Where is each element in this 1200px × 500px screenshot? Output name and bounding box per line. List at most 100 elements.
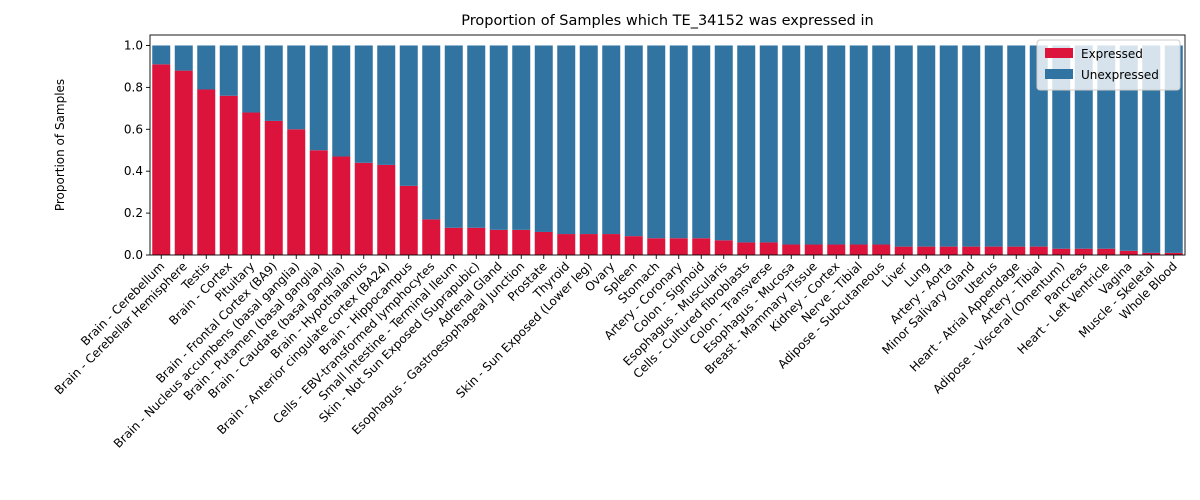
bar-unexpressed-22: [647, 45, 666, 239]
bar-expressed-10: [377, 164, 396, 255]
bar-unexpressed-12: [422, 45, 441, 220]
bar-expressed-8: [332, 156, 351, 255]
bar-unexpressed-21: [624, 45, 643, 237]
bar-expressed-9: [354, 162, 373, 255]
bar-expressed-44: [1142, 252, 1161, 255]
bar-unexpressed-40: [1052, 45, 1071, 249]
bar-expressed-11: [399, 185, 418, 255]
bar-unexpressed-35: [939, 45, 958, 247]
chart-title: Proportion of Samples which TE_34152 was…: [461, 13, 873, 29]
bar-expressed-14: [467, 227, 486, 255]
bar-expressed-22: [647, 238, 666, 255]
bar-expressed-45: [1164, 252, 1183, 255]
bar-expressed-3: [219, 95, 238, 255]
axes-group: [149, 34, 1186, 256]
bar-expressed-43: [1119, 250, 1138, 255]
bar-expressed-0: [152, 64, 171, 255]
bar-expressed-23: [669, 238, 688, 255]
legend-swatch-unexpressed: [1045, 69, 1073, 79]
bar-expressed-37: [984, 246, 1003, 255]
bar-expressed-30: [827, 244, 846, 255]
bar-unexpressed-7: [309, 45, 328, 151]
bar-unexpressed-24: [692, 45, 711, 239]
bar-expressed-6: [287, 129, 306, 255]
bar-unexpressed-17: [534, 45, 553, 232]
bar-expressed-15: [489, 229, 508, 255]
bar-expressed-31: [849, 244, 868, 255]
bar-expressed-26: [737, 242, 756, 255]
y-tick-label: 1.0: [124, 38, 143, 52]
bar-unexpressed-18: [557, 45, 576, 235]
legend: Expressed Unexpressed: [1036, 39, 1181, 91]
bar-unexpressed-1: [174, 45, 193, 71]
bar-unexpressed-9: [354, 45, 373, 163]
bar-expressed-39: [1029, 246, 1048, 255]
bars-group: [152, 45, 1183, 256]
legend-label-unexpressed: Unexpressed: [1081, 68, 1159, 82]
bar-unexpressed-28: [782, 45, 801, 245]
bar-unexpressed-10: [377, 45, 396, 165]
bar-unexpressed-2: [197, 45, 216, 90]
bar-expressed-27: [759, 242, 778, 255]
legend-label-expressed: Expressed: [1081, 47, 1143, 61]
bar-expressed-16: [512, 229, 531, 255]
bar-expressed-42: [1097, 248, 1116, 255]
bar-expressed-36: [962, 246, 981, 255]
bar-expressed-28: [782, 244, 801, 255]
bar-unexpressed-26: [737, 45, 756, 243]
bar-unexpressed-25: [714, 45, 733, 241]
bar-unexpressed-44: [1142, 45, 1161, 253]
bar-expressed-1: [174, 70, 193, 256]
bar-unexpressed-45: [1164, 45, 1183, 253]
bar-expressed-35: [939, 246, 958, 255]
bar-expressed-41: [1074, 248, 1093, 255]
bar-unexpressed-14: [467, 45, 486, 228]
bar-expressed-2: [197, 89, 216, 255]
bar-expressed-12: [422, 219, 441, 255]
bar-expressed-34: [917, 246, 936, 255]
bar-unexpressed-15: [489, 45, 508, 230]
bar-unexpressed-19: [579, 45, 598, 235]
bar-expressed-19: [579, 234, 598, 255]
bar-unexpressed-13: [444, 45, 463, 228]
bar-expressed-33: [894, 246, 913, 255]
bar-unexpressed-6: [287, 45, 306, 130]
plot-frame: [149, 34, 1186, 256]
y-tick-label: 0.4: [124, 164, 143, 178]
bar-unexpressed-42: [1097, 45, 1116, 249]
bar-unexpressed-29: [804, 45, 823, 245]
bar-expressed-40: [1052, 248, 1071, 255]
bar-unexpressed-37: [984, 45, 1003, 247]
bar-expressed-29: [804, 244, 823, 255]
bar-unexpressed-5: [264, 45, 283, 121]
y-axis-label: Proportion of Samples: [53, 79, 67, 211]
bar-unexpressed-27: [759, 45, 778, 243]
bar-expressed-38: [1007, 246, 1026, 255]
bar-expressed-24: [692, 238, 711, 255]
bar-unexpressed-3: [219, 45, 238, 96]
y-tick-label: 0.8: [124, 80, 143, 94]
bar-unexpressed-20: [602, 45, 621, 235]
bar-unexpressed-23: [669, 45, 688, 239]
bar-unexpressed-39: [1029, 45, 1048, 247]
y-tick-label: 0.6: [124, 122, 143, 136]
y-ticks-group: 0.0 0.2 0.4 0.6 0.8 1.0: [124, 38, 150, 262]
bar-expressed-7: [309, 150, 328, 255]
bar-unexpressed-43: [1119, 45, 1138, 251]
bar-expressed-21: [624, 236, 643, 255]
bar-unexpressed-11: [399, 45, 418, 186]
bar-unexpressed-30: [827, 45, 846, 245]
bar-expressed-4: [242, 112, 261, 256]
bar-unexpressed-4: [242, 45, 261, 113]
bar-unexpressed-36: [962, 45, 981, 247]
bar-expressed-18: [557, 234, 576, 255]
bar-unexpressed-34: [917, 45, 936, 247]
bar-expressed-25: [714, 240, 733, 255]
bar-unexpressed-41: [1074, 45, 1093, 249]
bar-expressed-17: [534, 231, 553, 255]
bar-unexpressed-8: [332, 45, 351, 157]
legend-swatch-expressed: [1045, 48, 1073, 58]
bar-unexpressed-16: [512, 45, 531, 230]
